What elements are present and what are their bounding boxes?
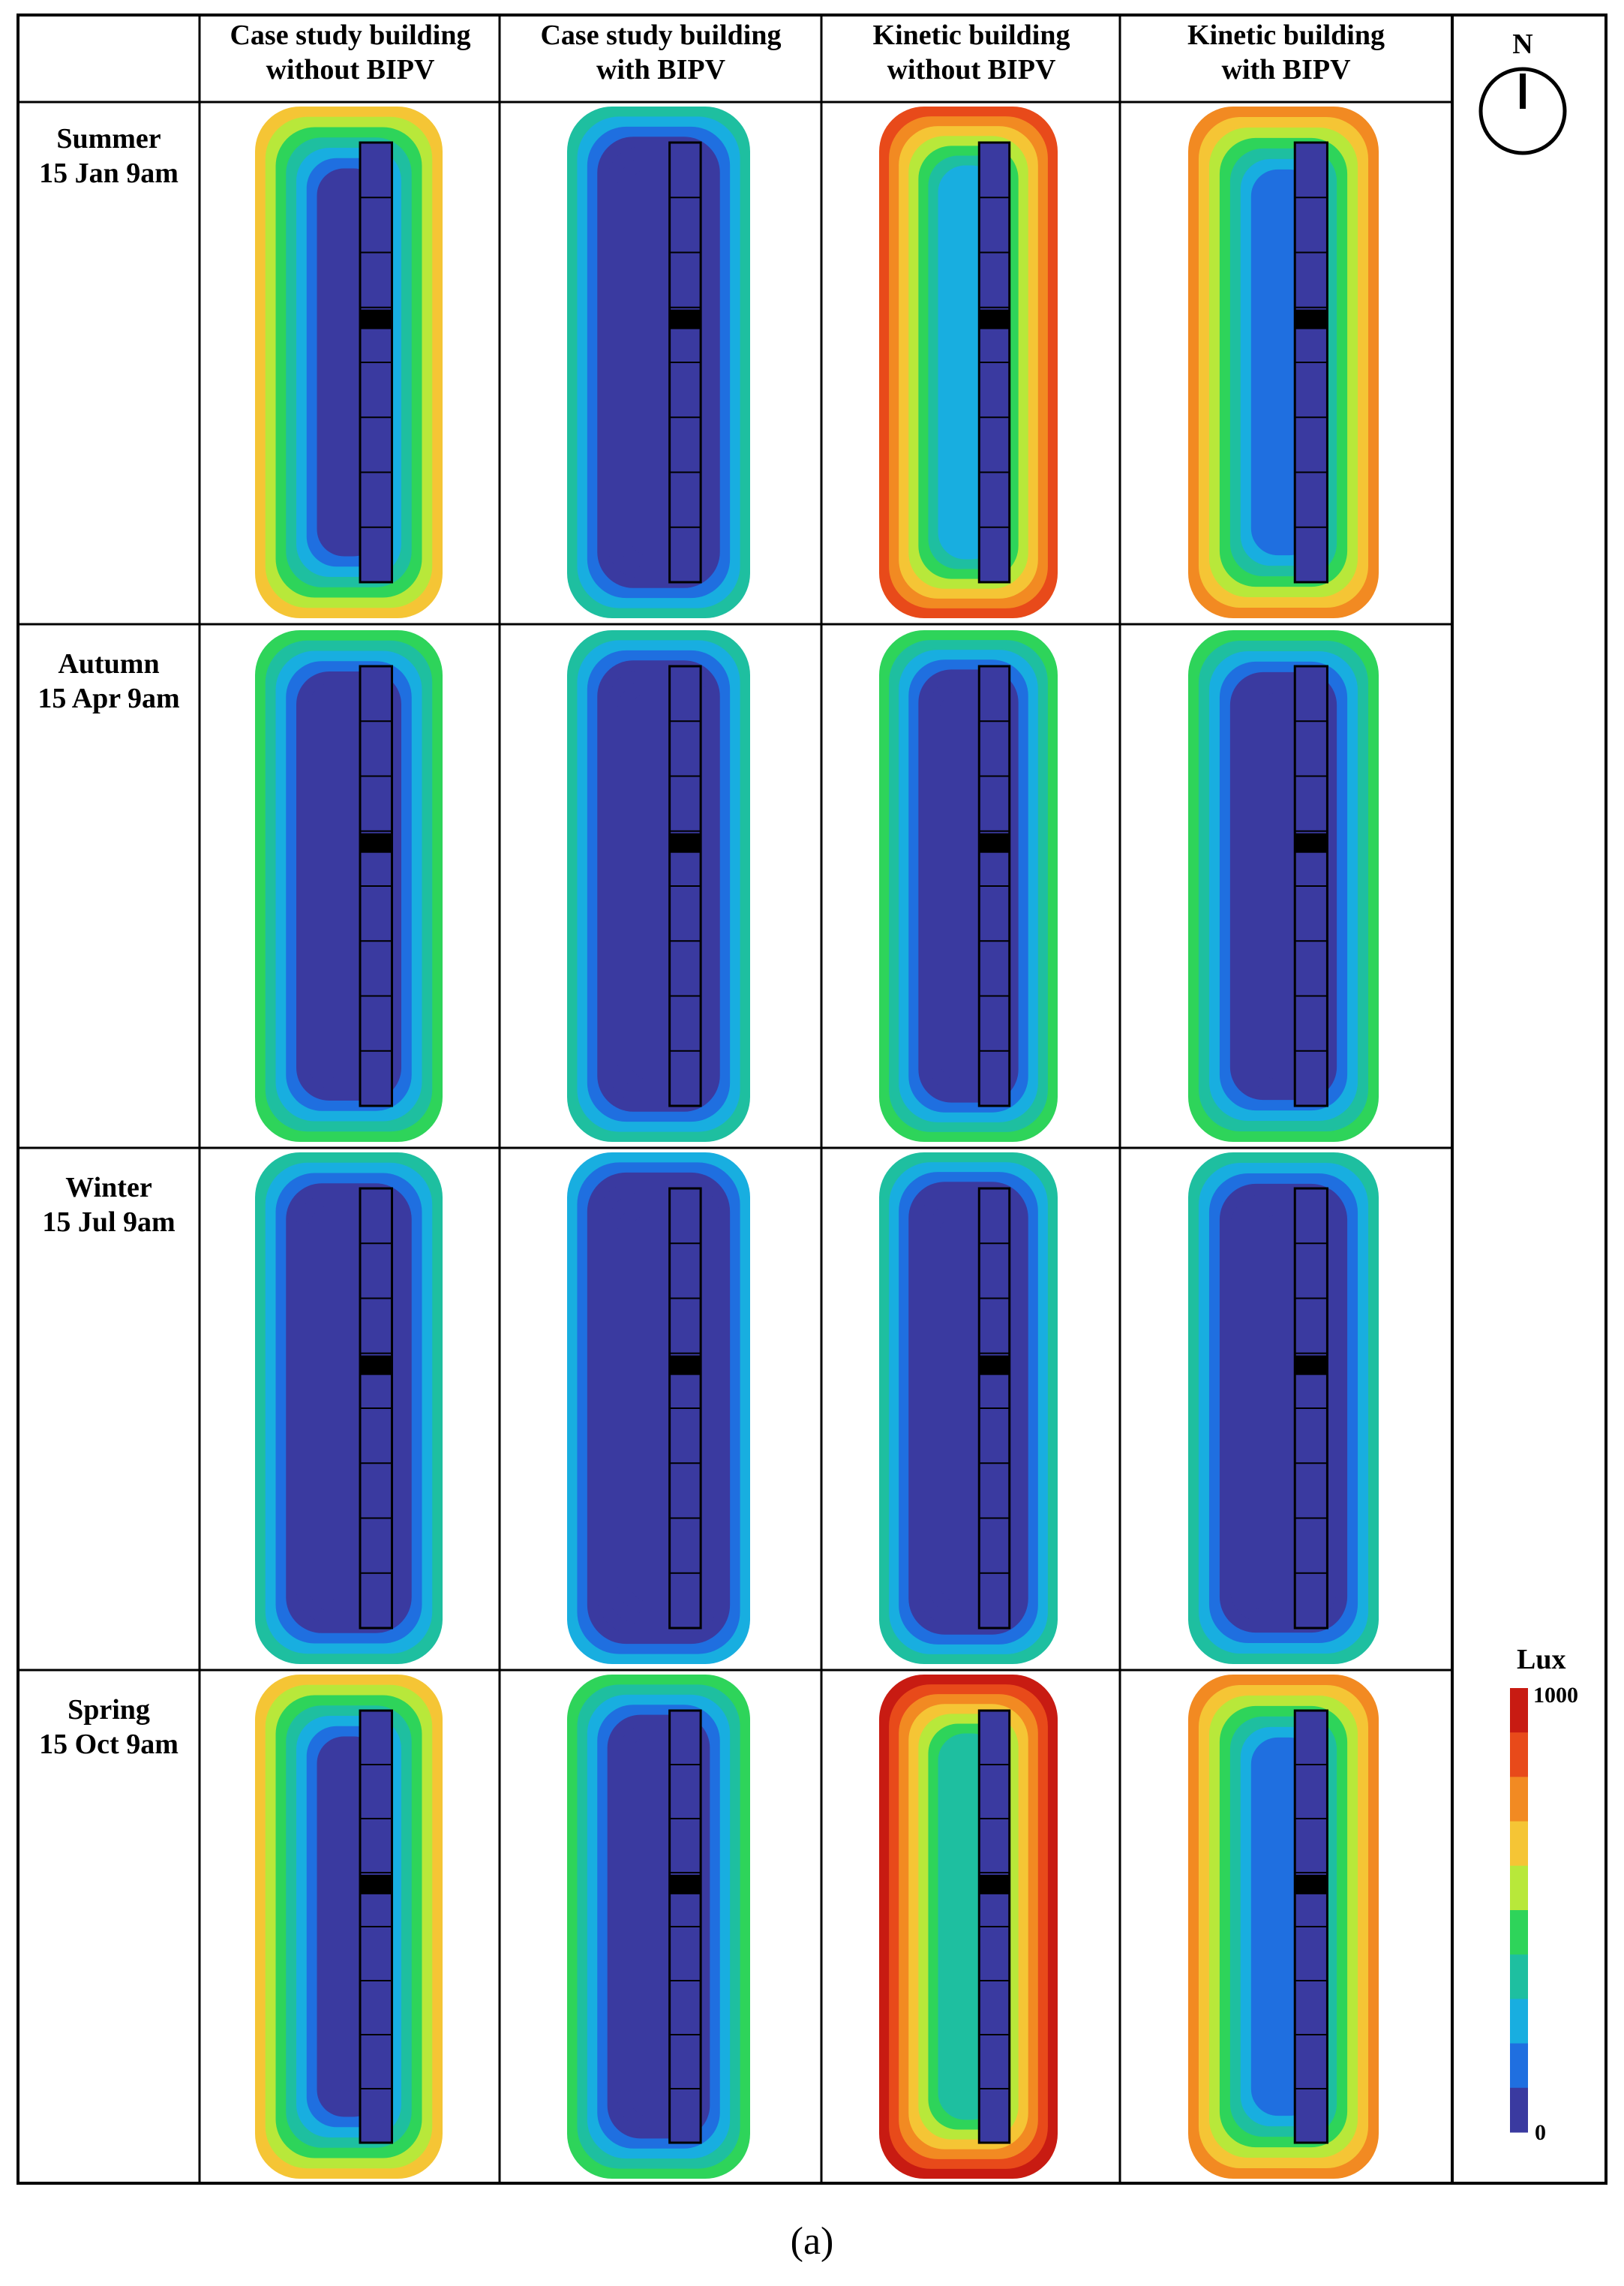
- row-label-winter: Winter 15 Jul 9am: [18, 1170, 200, 1239]
- column-header-case-without: Case study building without BIPV: [200, 18, 501, 87]
- row-datetime: 15 Oct 9am: [39, 1729, 179, 1760]
- column-header-line1: Case study building: [230, 20, 471, 51]
- heatmap-cell: [1188, 107, 1379, 618]
- legend-min-label: 0: [1535, 2120, 1546, 2145]
- legend-swatch: [1510, 1865, 1528, 1911]
- building-core: [979, 1874, 1010, 1894]
- column-header-line1: Kinetic building: [872, 20, 1070, 51]
- heatmap-cell: [567, 1675, 750, 2179]
- heatmap-cell: [1188, 1675, 1379, 2179]
- building-core: [1295, 1874, 1328, 1894]
- column-header-kinetic-with: Kinetic building with BIPV: [1120, 18, 1452, 87]
- row-label-autumn: Autumn 15 Apr 9am: [18, 647, 200, 716]
- column-header-line1: Case study building: [540, 20, 782, 51]
- heatmap-cell: [567, 1152, 750, 1664]
- legend-swatch: [1510, 1999, 1528, 2044]
- building-core: [669, 1355, 701, 1375]
- legend-swatch: [1510, 2043, 1528, 2089]
- heatmap-cell: [1188, 1152, 1379, 1664]
- row-season: Spring: [68, 1694, 150, 1726]
- building-core: [1295, 833, 1328, 853]
- building-core: [1295, 309, 1328, 329]
- building-core: [979, 833, 1010, 853]
- legend-title: Lux: [1517, 1644, 1566, 1675]
- heatmap-cell: [1188, 630, 1379, 1142]
- column-header-line2: with BIPV: [596, 54, 726, 86]
- row-season: Winter: [65, 1172, 152, 1203]
- building-core: [979, 1355, 1010, 1375]
- building-core: [360, 309, 392, 329]
- legend-swatch: [1510, 1732, 1528, 1777]
- row-season: Summer: [56, 123, 161, 155]
- heatmap-cell: [879, 1675, 1058, 2179]
- building-core: [979, 309, 1010, 329]
- row-season: Autumn: [58, 648, 160, 680]
- building-core: [669, 309, 701, 329]
- heatmap-cell: [567, 630, 750, 1142]
- heatmap-cell: [879, 1152, 1058, 1664]
- side-panel-border: [1451, 14, 1607, 2185]
- legend-swatch: [1510, 1688, 1528, 1733]
- building-core: [669, 1874, 701, 1894]
- heatmap-cell: [255, 107, 443, 618]
- column-header-line1: Kinetic building: [1187, 20, 1385, 51]
- column-header-case-with: Case study building with BIPV: [500, 18, 822, 87]
- legend-max-label: 1000: [1533, 1683, 1578, 1708]
- legend-swatch: [1510, 1821, 1528, 1867]
- legend-swatch: [1510, 1777, 1528, 1822]
- legend-swatch: [1510, 2087, 1528, 2133]
- column-header-line2: without BIPV: [887, 54, 1056, 86]
- row-datetime: 15 Apr 9am: [38, 683, 180, 714]
- heatmap-cell: [255, 1675, 443, 2179]
- heatmap-cell: [879, 630, 1058, 1142]
- building-core: [360, 1355, 392, 1375]
- compass-icon: [1478, 67, 1567, 155]
- figure-caption: (a): [790, 2220, 834, 2263]
- row-label-summer: Summer 15 Jan 9am: [18, 122, 200, 191]
- legend-swatch: [1510, 1910, 1528, 1955]
- heatmap-cell: [255, 630, 443, 1142]
- row-datetime: 15 Jul 9am: [42, 1206, 176, 1238]
- row-label-spring: Spring 15 Oct 9am: [18, 1693, 200, 1762]
- heatmap-cell: [879, 107, 1058, 618]
- building-core: [1295, 1355, 1328, 1375]
- column-header-line2: without BIPV: [266, 54, 435, 86]
- compass-north-label: N: [1512, 29, 1533, 60]
- building-core: [669, 833, 701, 853]
- heatmap-cell: [567, 107, 750, 618]
- building-core: [360, 1874, 392, 1894]
- column-header-line2: with BIPV: [1221, 54, 1351, 86]
- building-core: [360, 833, 392, 853]
- heatmap-cell: [255, 1152, 443, 1664]
- legend-swatch: [1510, 1954, 1528, 1999]
- column-header-kinetic-without: Kinetic building without BIPV: [821, 18, 1121, 87]
- row-datetime: 15 Jan 9am: [39, 158, 179, 189]
